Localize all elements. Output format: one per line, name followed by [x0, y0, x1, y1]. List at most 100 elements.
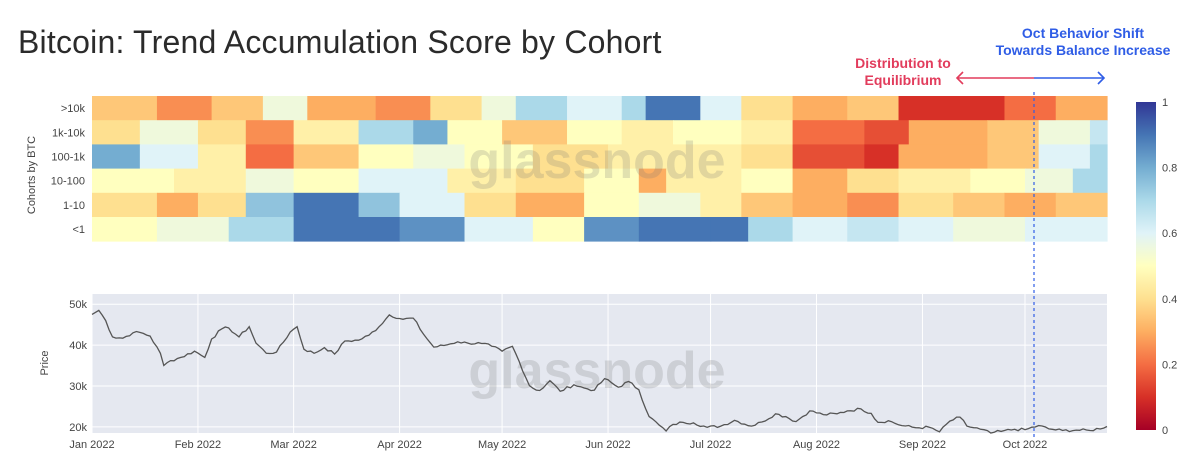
heatmap-cell: [358, 120, 414, 145]
heatmap-cell: [156, 96, 213, 121]
price-x-tick-label: Sep 2022: [899, 439, 946, 451]
heatmap-cell: [307, 96, 377, 121]
heatmap-cell: [532, 217, 585, 242]
colorbar-tick-label: 1: [1162, 97, 1168, 109]
price-y-tick-label: 40k: [69, 340, 87, 352]
heatmap-cell: [1055, 96, 1108, 121]
price-x-tick-label: Jan 2022: [69, 439, 114, 451]
heatmap-cell: [953, 192, 1006, 218]
heatmap-y-axis-label: Cohorts by BTC: [26, 136, 38, 214]
heatmap-cell: [413, 120, 449, 145]
heatmap-cell: [567, 120, 623, 145]
heatmap-cell: [898, 217, 954, 242]
heatmap-cell: [245, 168, 295, 194]
heatmap-cell: [1072, 217, 1108, 242]
heatmap-cell: [1089, 144, 1108, 169]
heatmap-cell: [245, 192, 295, 218]
price-x-tick-label: May 2022: [478, 439, 526, 451]
heatmap-cell: [464, 217, 534, 242]
distribution-annotation-line2: Equilibrium: [864, 72, 942, 88]
heatmap-cell: [970, 168, 1026, 194]
heatmap-row-label: 100-1k: [51, 152, 85, 164]
price-x-tick-label: Apr 2022: [377, 439, 422, 451]
heatmap-cell: [1089, 120, 1108, 145]
oct-shift-annotation-line2: Towards Balance Increase: [995, 42, 1171, 58]
heatmap-cell: [1038, 144, 1091, 169]
heatmap-cell: [464, 192, 517, 218]
heatmap-cell: [358, 168, 449, 194]
heatmap-row-5: [92, 217, 1108, 242]
colorbar-tick-label: 0.4: [1162, 294, 1177, 306]
price-panel-bg: [92, 294, 1107, 433]
heatmap-cell: [293, 120, 360, 145]
heatmap: >10k 1k-10k 100-1k 10-100 1-10 <1: [51, 96, 1108, 242]
heatmap-cell: [139, 144, 199, 169]
heatmap-cell: [92, 120, 141, 145]
heatmap-cell: [792, 192, 848, 218]
heatmap-cell: [515, 192, 585, 218]
heatmap-cell: [987, 120, 1040, 145]
distribution-annotation-line1: Distribution to: [855, 55, 951, 71]
heatmap-row-2: [92, 144, 1108, 169]
heatmap-cell: [672, 120, 742, 145]
heatmap-row-1: [92, 120, 1108, 145]
heatmap-cell: [447, 168, 517, 194]
heatmap-cell: [741, 120, 794, 145]
heatmap-cell: [262, 96, 308, 121]
heatmap-row-label: 1-10: [63, 200, 85, 212]
heatmap-cell: [741, 192, 794, 218]
heatmap-cell: [375, 96, 431, 121]
price-grid: [91, 294, 1107, 433]
price-x-tick-label: Jul 2022: [690, 439, 732, 451]
heatmap-row-label: >10k: [61, 103, 86, 115]
heatmap-cell: [710, 217, 749, 242]
heatmap-cell: [621, 120, 674, 145]
heatmap-cell: [792, 144, 865, 169]
heatmap-cell: [672, 144, 742, 169]
heatmap-cell: [413, 144, 466, 169]
heatmap-cell: [1004, 192, 1057, 218]
heatmap-cell: [532, 144, 609, 169]
heatmap-cell: [898, 144, 988, 169]
price-x-tick-label: Feb 2022: [175, 439, 221, 451]
price-x-tick-label: Mar 2022: [270, 439, 316, 451]
price-x-tick-label: Aug 2022: [793, 439, 840, 451]
price-y-axis-label: Price: [39, 350, 51, 375]
heatmap-cell: [584, 192, 640, 218]
distribution-annotation: Distribution to Equilibrium: [846, 55, 960, 89]
heatmap-cell: [197, 120, 247, 145]
heatmap-cell: [608, 144, 674, 169]
heatmap-cell: [645, 96, 701, 121]
price-y-tick-label: 20k: [69, 422, 87, 434]
heatmap-cell: [864, 144, 900, 169]
price-y-tick-label: 50k: [69, 299, 87, 311]
heatmap-cell: [197, 192, 247, 218]
heatmap-cell: [898, 192, 954, 218]
colorbar: [1136, 102, 1156, 430]
heatmap-cell: [358, 144, 414, 169]
heatmap-cell: [92, 217, 158, 242]
heatmap-cell: [700, 192, 742, 218]
watermark: glassnode: [468, 132, 725, 190]
heatmap-row-3: [92, 168, 1108, 194]
heatmap-cell: [358, 192, 401, 218]
oct-arrow-head: [1097, 71, 1106, 85]
heatmap-cell: [908, 120, 988, 145]
heatmap-cell: [293, 217, 401, 242]
heatmap-cell: [447, 120, 503, 145]
heatmap-cell: [92, 192, 158, 218]
heatmap-cell: [1024, 217, 1074, 242]
heatmap-cell: [847, 168, 900, 194]
heatmap-row-label: 1k-10k: [52, 127, 86, 139]
heatmap-cell: [864, 120, 910, 145]
heatmap-cell: [228, 217, 295, 242]
heatmap-cell: [92, 96, 158, 121]
colorbar-tick-label: 0.2: [1162, 359, 1177, 371]
heatmap-cell: [293, 192, 360, 218]
heatmap-cell: [847, 192, 900, 218]
heatmap-cell: [748, 217, 794, 242]
heatmap-cell: [481, 96, 517, 121]
heatmap-cell: [1024, 168, 1074, 194]
price-x-tick-label: Jun 2022: [585, 439, 630, 451]
heatmap-cell: [847, 96, 900, 121]
